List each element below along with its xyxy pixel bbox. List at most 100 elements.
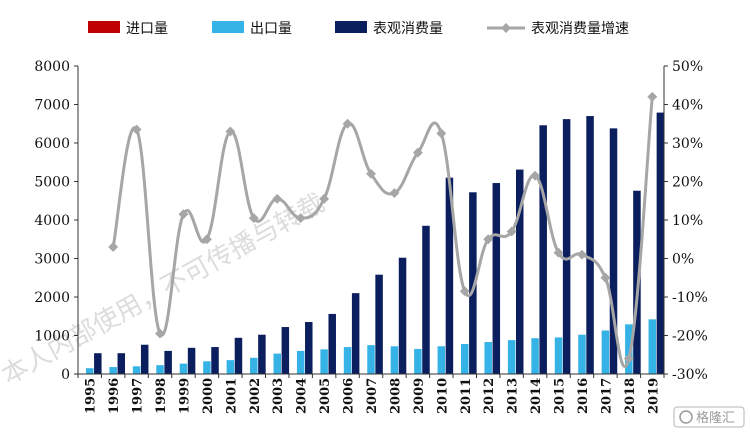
growth-line-marker	[647, 91, 658, 102]
growth-line-marker	[201, 234, 212, 245]
bar-export	[601, 330, 610, 374]
growth-line-marker	[459, 286, 470, 297]
growth-line-group	[108, 91, 658, 369]
left-axis-tick-label: 4000	[34, 213, 70, 229]
x-axis-tick-label: 2016	[576, 378, 591, 414]
legend-swatch	[212, 21, 244, 33]
bar-consumption	[211, 347, 219, 374]
growth-line-marker	[530, 170, 541, 181]
x-axis-tick-label: 2001	[224, 378, 239, 414]
x-axis-tick-label: 1996	[107, 378, 122, 414]
bar-consumption	[375, 274, 383, 374]
right-axis-tick-label: 10%	[672, 213, 703, 229]
bar-export	[484, 342, 492, 374]
bar-export	[296, 350, 305, 374]
growth-line-marker	[506, 226, 517, 237]
x-axis-tick-label: 2012	[482, 378, 497, 414]
x-axis-tick-label: 2004	[295, 378, 310, 414]
left-axis-tick-label: 8000	[34, 59, 70, 75]
bar-export	[367, 345, 375, 374]
growth-line-marker	[295, 213, 306, 224]
growth-line-marker	[155, 328, 165, 339]
bar-consumption	[562, 119, 571, 374]
x-axis-tick-label: 2013	[506, 378, 521, 414]
legend-label: 进口量	[126, 21, 168, 37]
bar-consumption	[234, 337, 243, 374]
right-axis-tick-label: 50%	[672, 59, 703, 75]
bar-consumption	[140, 344, 149, 374]
bar-consumption	[492, 183, 501, 374]
x-axis-tick-label: 2000	[201, 378, 216, 414]
x-axis-tick-label: 2008	[388, 378, 403, 414]
x-axis-tick-label: 2005	[318, 378, 333, 414]
x-axis-tick-label: 1999	[177, 378, 192, 414]
x-axis-tick-label: 1995	[84, 378, 99, 414]
left-axis-tick-label: 7000	[34, 98, 70, 114]
bar-export	[507, 340, 516, 374]
right-axis-tick-label: 40%	[672, 98, 703, 114]
x-axis-tick-label: 2007	[365, 378, 380, 414]
bar-series-group	[85, 112, 665, 375]
x-axis-tick-label: 2010	[435, 378, 450, 414]
growth-line-marker	[225, 126, 236, 137]
growth-line-marker	[108, 242, 119, 252]
bar-export	[85, 368, 94, 374]
brand-logo: 格隆汇	[673, 406, 745, 428]
bar-export	[132, 366, 141, 374]
bar-consumption	[117, 353, 126, 374]
bar-export	[554, 337, 563, 374]
growth-line-marker	[483, 234, 494, 245]
bar-consumption	[187, 347, 196, 374]
brand-logo-text: 格隆汇	[696, 410, 735, 426]
bar-export	[109, 367, 117, 374]
growth-line-marker	[577, 249, 587, 260]
bar-export	[156, 365, 164, 374]
x-axis-tick-label: 2017	[599, 378, 614, 414]
brand-logo-frame	[673, 406, 745, 428]
bar-consumption	[539, 125, 547, 374]
bar-consumption	[164, 350, 172, 374]
right-axis-tick-label: 30%	[672, 136, 703, 152]
bar-consumption	[515, 169, 524, 374]
bar-consumption	[398, 257, 407, 374]
legend: 进口量 出口量 表观消费量 表观消费量增速	[88, 21, 629, 37]
legend-label: 表观消费量	[373, 21, 443, 37]
right-axis-tick-label: -30%	[672, 367, 708, 383]
bar-export	[414, 348, 422, 374]
x-axis-tick-label: 2019	[646, 378, 661, 414]
bar-consumption	[94, 353, 102, 374]
left-axis-tick-label: 3000	[34, 252, 70, 268]
legend-label: 表观消费量增速	[531, 21, 629, 37]
bar-consumption	[281, 327, 290, 374]
growth-line-marker	[436, 128, 447, 139]
bar-consumption	[609, 128, 618, 374]
growth-line-marker	[623, 353, 634, 364]
growth-line-marker	[553, 247, 564, 258]
bar-export	[461, 343, 469, 374]
bar-consumption	[445, 177, 454, 374]
legend-swatch	[88, 21, 120, 33]
bar-consumption	[656, 112, 665, 375]
growth-line-marker	[389, 188, 400, 198]
bar-consumption	[469, 192, 477, 374]
x-axis-tick-label: 1998	[154, 378, 169, 414]
left-axis-tick-label: 5000	[34, 175, 70, 191]
growth-line-marker	[272, 193, 283, 204]
x-axis-tick-label: 1997	[131, 378, 146, 414]
bar-export	[390, 346, 399, 374]
growth-line-marker	[600, 272, 611, 283]
growth-line-marker	[319, 193, 330, 204]
legend-line-marker	[501, 23, 511, 33]
x-axis-tick-label: 2006	[342, 378, 357, 414]
legend-swatch	[335, 21, 367, 33]
left-axis-tick-label: 1000	[34, 329, 70, 345]
right-axis-tick-label: -20%	[672, 329, 708, 345]
right-axis-tick-label: 0%	[672, 252, 694, 268]
right-axis-tick-label: -10%	[672, 290, 708, 306]
bar-export	[578, 334, 586, 374]
x-axis-tick-label: 2018	[623, 378, 638, 414]
brand-logo-icon	[679, 410, 693, 424]
bar-export	[531, 338, 539, 374]
